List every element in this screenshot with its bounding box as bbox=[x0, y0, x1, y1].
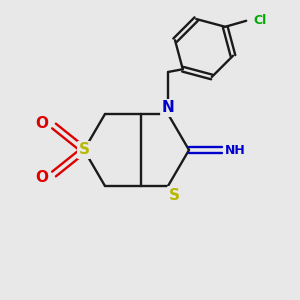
Text: NH: NH bbox=[225, 143, 246, 157]
Text: O: O bbox=[35, 169, 49, 184]
Text: S: S bbox=[79, 142, 89, 158]
Text: O: O bbox=[35, 116, 49, 130]
Text: N: N bbox=[162, 100, 174, 116]
Text: Cl: Cl bbox=[253, 14, 266, 27]
Text: S: S bbox=[169, 188, 179, 202]
